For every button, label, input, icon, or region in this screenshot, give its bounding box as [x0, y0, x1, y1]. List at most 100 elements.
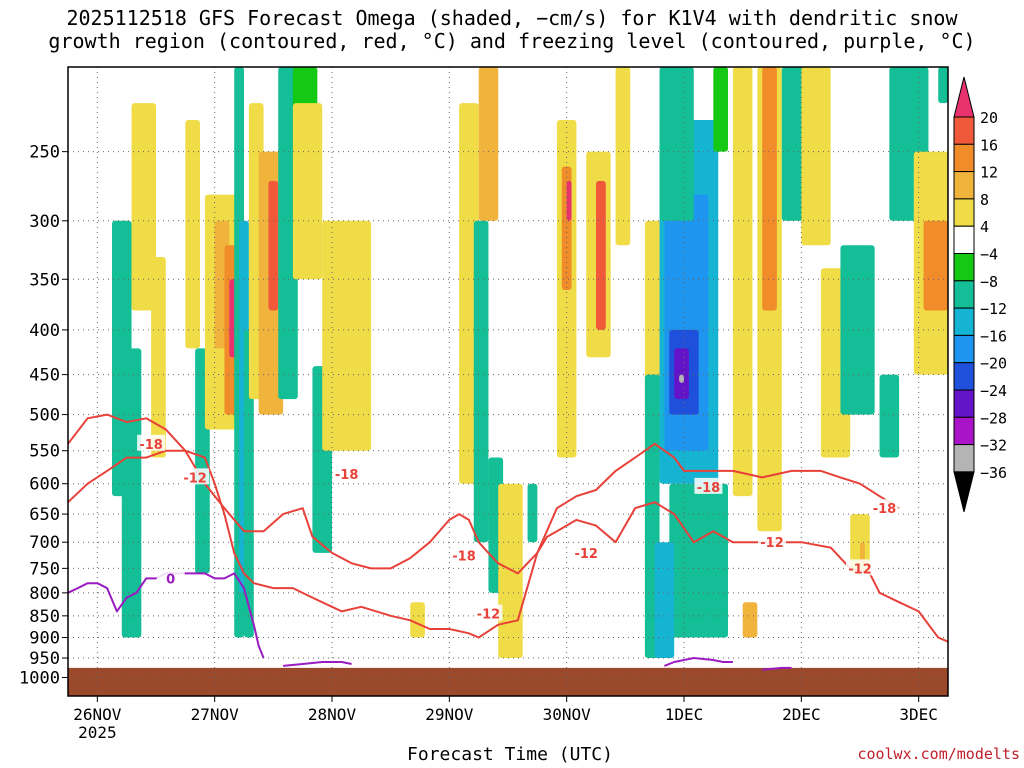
contour-minus12	[67, 449, 949, 643]
y-tick-label: 900	[29, 629, 60, 649]
colorbar-label: 20	[980, 109, 998, 127]
x-tick-label: 2DEC	[782, 705, 821, 724]
colorbar-swatch	[953, 143, 975, 173]
contour-label-bg	[474, 604, 503, 621]
y-tick-label: 450	[29, 366, 60, 386]
omega-cell	[732, 67, 753, 497]
x-tick-label: 30NOV	[543, 705, 592, 724]
contour-label-bg	[846, 559, 874, 576]
dgz-contours: -18 -12 -18 -18 -12 -12 -18 -12 -12 -18	[67, 413, 949, 643]
colorbar-label: −12	[980, 300, 1007, 318]
contour-label-bg	[137, 434, 166, 451]
omega-cell	[151, 256, 166, 458]
y-tick-label: 850	[29, 607, 60, 627]
colorbar-label: 16	[980, 136, 998, 154]
y-tick-label: 300	[29, 212, 60, 232]
grid-lines	[68, 67, 948, 696]
x-year-label: 2025	[78, 723, 117, 742]
y-tick-label: 750	[29, 559, 60, 579]
freezing-contour-label: 0	[166, 572, 175, 587]
omega-cell	[938, 67, 948, 104]
colorbar-label: −4	[980, 246, 998, 264]
colorbar-swatch	[953, 307, 975, 336]
omega-cell	[322, 220, 372, 451]
omega-cell	[131, 103, 156, 311]
y-tick-label: 500	[29, 406, 60, 426]
x-tick-label: 27NOV	[191, 705, 240, 724]
y-tick-label: 800	[29, 584, 60, 604]
contour-label: -12	[477, 608, 501, 623]
omega-cell	[679, 374, 684, 383]
omega-cell	[879, 374, 900, 458]
omega-cell	[527, 483, 538, 543]
contour-label: -18	[335, 468, 359, 483]
colorbar-label: 12	[980, 164, 998, 182]
contour-label: -18	[697, 481, 721, 496]
contour-label-bg	[694, 477, 723, 494]
contour-label: -12	[760, 536, 784, 551]
chart-title-line1: 2025112518 GFS Forecast Omega (shaded, −…	[66, 6, 958, 30]
contour-label: -18	[452, 550, 476, 565]
y-tick-label: 650	[29, 505, 60, 525]
contour-label-bg	[758, 533, 786, 550]
y-tick-label: 700	[29, 533, 60, 553]
colorbar-label: −36	[980, 464, 1007, 482]
contour-label-bg	[870, 499, 899, 516]
omega-cell	[840, 245, 875, 415]
freezing-contour-segment	[283, 661, 352, 667]
colorbar-swatch	[953, 76, 975, 118]
y-tick-label: 250	[29, 143, 60, 163]
y-tick-label: 550	[29, 442, 60, 462]
omega-cell	[185, 120, 200, 349]
contour-label: -18	[873, 502, 897, 517]
omega-cell	[654, 542, 675, 659]
omega-cell	[473, 220, 489, 543]
x-tick-label: 29NOV	[425, 705, 474, 724]
omega-cell	[312, 483, 328, 543]
colorbar-label: 4	[980, 218, 989, 236]
colorbar-swatch	[953, 116, 975, 145]
x-tick-label: 3DEC	[899, 705, 938, 724]
contour-label-bg	[156, 569, 185, 586]
plot-frame	[67, 66, 949, 697]
colorbar-label: −28	[980, 409, 1007, 427]
omega-cell	[713, 67, 728, 152]
colorbar-swatch	[953, 198, 975, 227]
omega-cell	[498, 483, 523, 659]
omega-cell	[742, 602, 758, 638]
contour-label-bg	[181, 468, 210, 485]
contour-label-bg	[332, 465, 361, 482]
omega-cell	[762, 67, 777, 311]
colorbar: 20 16 12 8 4 −4 −8 −12 −16 −20 −24 −28 −32 −36	[953, 76, 1007, 513]
colorbar-swatch	[953, 389, 975, 418]
y-tick-label: 950	[29, 649, 60, 669]
omega-cell	[923, 220, 948, 311]
colorbar-swatch	[953, 471, 975, 513]
colorbar-swatch	[953, 253, 975, 282]
x-axis-title: Forecast Time (UTC)	[407, 744, 613, 765]
freezing-contour-segment	[664, 657, 733, 667]
omega-cell	[292, 103, 323, 280]
colorbar-label: −8	[980, 273, 998, 291]
colorbar-swatch	[953, 334, 975, 364]
contour-minus18	[67, 413, 900, 575]
colorbar-label: −32	[980, 437, 1007, 455]
omega-cell	[659, 67, 694, 221]
x-axis: 26NOV 27NOV 28NOV 29NOV 30NOV 1DEC 2DEC 3DEC 202…	[73, 696, 938, 742]
colorbar-swatch	[953, 280, 975, 309]
y-tick-label: 1000	[19, 668, 60, 688]
omega-cell	[566, 180, 572, 221]
x-tick-label: 26NOV	[73, 705, 122, 724]
omega-cell	[860, 542, 865, 564]
colorbar-swatch	[953, 444, 975, 473]
y-axis: 2503003504004505005506006507007508008509…	[19, 143, 68, 688]
contour-label: -18	[139, 438, 163, 453]
contour-label: -12	[183, 471, 207, 486]
colorbar-swatch	[953, 362, 975, 391]
credit-link[interactable]: coolwx.com/modelts	[857, 745, 1020, 763]
contour-label-bg	[450, 546, 478, 563]
colorbar-swatch	[953, 416, 975, 446]
freezing-contour-segment	[762, 666, 792, 671]
contour-label-bg	[572, 543, 601, 560]
